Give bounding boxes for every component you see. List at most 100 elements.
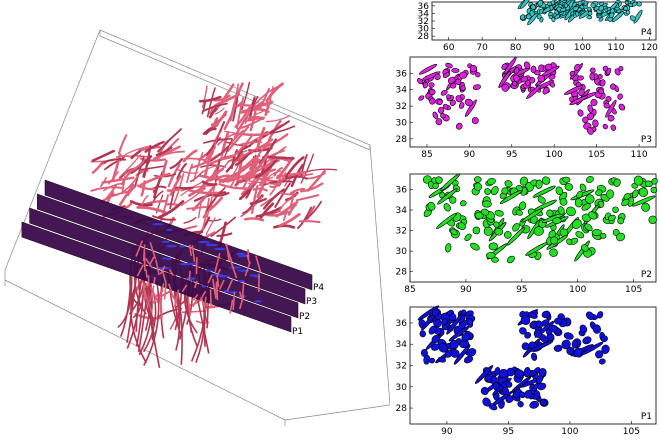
fiber-cross-section [523, 61, 531, 69]
fiber-cross-section [607, 214, 616, 221]
fiber-strand [226, 278, 234, 291]
fiber-strand [214, 107, 225, 115]
fiber-cross-section [515, 209, 523, 216]
fiber-strand [182, 149, 198, 163]
fiber-strand [262, 156, 295, 160]
fiber-cross-section [548, 230, 556, 239]
fiber-cross-section [618, 66, 624, 72]
fiber-cross-section [486, 252, 496, 259]
fiber-cross-section [575, 11, 580, 17]
slice-label-p3: P3 [306, 297, 317, 307]
fiber-cross-section [595, 189, 603, 197]
fiber-cross-section [501, 187, 509, 195]
fiber-cross-section [641, 202, 651, 212]
fiber-cross-section [494, 228, 504, 236]
fiber-cross-section [555, 186, 564, 196]
fiber-cross-section [449, 196, 457, 204]
y-tick-label: 30 [396, 383, 408, 393]
fiber-cross-section [421, 71, 441, 81]
fiber-cross-section [525, 242, 548, 256]
fiber-strand [233, 133, 254, 157]
fiber-cross-section [592, 119, 599, 128]
fiber-cross-section [445, 243, 452, 253]
fiber-cross-section [532, 185, 556, 198]
fiber-cross-section [459, 94, 465, 100]
fiber-cross-section [572, 219, 582, 229]
fiber-strand [118, 183, 135, 206]
fiber-strand [210, 216, 236, 237]
fiber-cross-section [432, 182, 439, 189]
fiber-cross-section [602, 123, 608, 130]
fiber-cross-section [530, 65, 537, 73]
fiber-cross-section [585, 176, 594, 183]
fiber-cross-section [586, 15, 593, 20]
fiber-cross-section [569, 70, 576, 77]
slice-intersection [228, 266, 242, 269]
fiber-cross-section [610, 124, 617, 131]
fiber-cross-section [473, 182, 483, 191]
slice-label-p2: P2 [299, 312, 310, 322]
fiber-cross-section [457, 222, 466, 230]
fiber-strand [244, 261, 251, 277]
fiber-strand [103, 158, 127, 164]
fiber-cross-section [580, 244, 589, 252]
fiber-cross-section [451, 68, 460, 73]
fiber-cross-section [460, 200, 467, 207]
fiber-strand [91, 149, 115, 162]
fiber-cross-section [523, 366, 531, 378]
fiber-strand [214, 252, 221, 272]
fiber-strand [174, 186, 194, 190]
fiber-cross-section [590, 99, 598, 107]
y-tick-label: 34 [396, 86, 408, 96]
fiber-cross-section [491, 256, 499, 263]
fiber-strand [242, 138, 258, 150]
fiber-strand [243, 217, 265, 222]
fiber-cross-section [617, 93, 623, 100]
fiber-strand [201, 180, 218, 186]
fiber-strand [104, 156, 125, 171]
fiber-strand [149, 285, 155, 303]
fiber-cross-section [506, 255, 515, 264]
fiber-cross-section [442, 103, 449, 110]
slice-intersection [166, 257, 172, 261]
slice-intersection [179, 245, 186, 248]
fiber-cross-section [464, 98, 474, 107]
fiber-strand [255, 126, 266, 152]
fiber-cross-section [428, 325, 437, 335]
fiber-strand [208, 174, 230, 182]
fiber-cross-section [599, 79, 606, 87]
fiber-strand [218, 279, 225, 290]
slice-plane [36, 193, 306, 305]
fiber-cross-section [448, 313, 457, 321]
fiber-cross-section [557, 206, 565, 215]
slice-plane [21, 221, 292, 333]
fiber-strand [145, 269, 148, 278]
fiber-strand [245, 154, 269, 181]
fiber-strand [103, 182, 123, 192]
fiber-cross-section [629, 15, 636, 22]
fiber-strand [144, 293, 153, 313]
fiber-cross-section [537, 0, 544, 7]
y-tick-label: 28 [396, 268, 408, 278]
fiber-cross-section [443, 203, 451, 212]
fiber-cross-section [441, 318, 449, 326]
fiber-strand [252, 187, 268, 192]
fiber-cross-section [439, 191, 446, 199]
fiber-cross-section [464, 233, 472, 241]
fiber-strand [124, 145, 151, 156]
fiber-cross-section [521, 208, 544, 223]
fiber-strand [115, 154, 133, 158]
slice-intersection [161, 240, 170, 243]
fiber-strand [234, 105, 252, 128]
fiber-cross-section [484, 188, 491, 195]
fiber-cross-section [446, 94, 451, 100]
fiber-strand [180, 184, 213, 192]
slice-intersection [238, 279, 245, 283]
y-tick-label: 30 [418, 25, 430, 35]
fiber-strand [158, 150, 185, 158]
fiber-strand [176, 162, 188, 180]
fiber-cross-section [606, 189, 615, 199]
fiber-strand [187, 297, 191, 316]
fiber-strand [126, 185, 137, 197]
fiber-cross-section [648, 215, 657, 224]
